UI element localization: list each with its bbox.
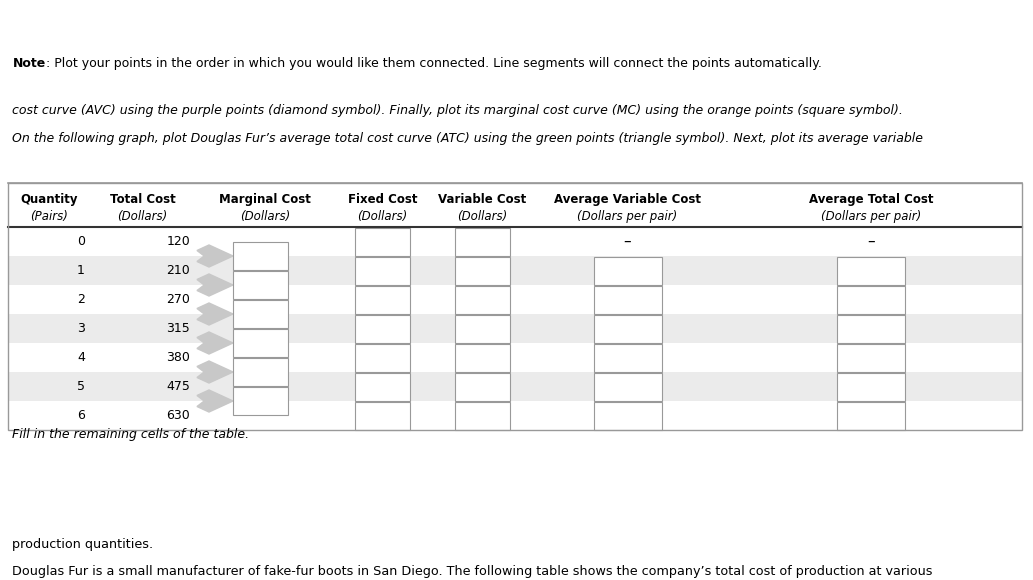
Text: Variable Cost: Variable Cost — [438, 193, 527, 206]
Text: production quantities.: production quantities. — [12, 538, 154, 551]
Text: (Dollars): (Dollars) — [118, 210, 167, 223]
Bar — [455, 401, 510, 430]
Text: 210: 210 — [166, 264, 190, 277]
Polygon shape — [197, 332, 233, 354]
Bar — [8, 401, 1022, 430]
Bar — [594, 343, 661, 372]
Text: Fixed Cost: Fixed Cost — [348, 193, 417, 206]
Text: 630: 630 — [166, 409, 190, 422]
Bar — [455, 343, 510, 372]
Bar — [594, 314, 661, 343]
Bar — [455, 285, 510, 314]
Bar — [355, 285, 410, 314]
Bar — [837, 256, 905, 285]
Bar — [8, 183, 1022, 430]
Bar — [8, 372, 1022, 401]
Bar — [232, 387, 287, 415]
Polygon shape — [197, 245, 233, 267]
Text: Douglas Fur is a small manufacturer of fake-fur boots in San Diego. The followin: Douglas Fur is a small manufacturer of f… — [12, 566, 933, 578]
Text: (Dollars): (Dollars) — [357, 210, 408, 223]
Text: cost curve (AVC) using the purple points (diamond symbol). Finally, plot its mar: cost curve (AVC) using the purple points… — [12, 104, 903, 117]
Text: 270: 270 — [166, 293, 190, 306]
Text: (Dollars per pair): (Dollars per pair) — [577, 210, 678, 223]
Bar — [455, 372, 510, 401]
Bar — [8, 285, 1022, 314]
Bar — [455, 227, 510, 256]
Bar — [455, 314, 510, 343]
Bar — [355, 401, 410, 430]
Text: 315: 315 — [166, 322, 190, 335]
Bar — [837, 285, 905, 314]
Bar — [837, 343, 905, 372]
Text: (Dollars per pair): (Dollars per pair) — [821, 210, 921, 223]
Bar — [8, 343, 1022, 372]
Bar — [8, 314, 1022, 343]
Bar — [455, 256, 510, 285]
Bar — [355, 372, 410, 401]
Bar — [8, 227, 1022, 256]
Bar — [355, 343, 410, 372]
Text: –: – — [867, 234, 875, 249]
Bar — [594, 401, 661, 430]
Text: 2: 2 — [77, 293, 85, 306]
Bar — [355, 227, 410, 256]
Text: 6: 6 — [77, 409, 85, 422]
Text: –: – — [624, 234, 631, 249]
Bar — [232, 329, 287, 357]
Bar — [837, 372, 905, 401]
Bar — [837, 401, 905, 430]
Bar — [232, 271, 287, 299]
Text: Marginal Cost: Marginal Cost — [219, 193, 311, 206]
Polygon shape — [197, 274, 233, 296]
Bar — [594, 256, 661, 285]
Polygon shape — [197, 361, 233, 383]
Text: : Plot your points in the order in which you would like them connected. Line seg: : Plot your points in the order in which… — [46, 57, 822, 70]
Text: 120: 120 — [166, 235, 190, 248]
Bar — [355, 314, 410, 343]
Text: Average Total Cost: Average Total Cost — [809, 193, 933, 206]
Text: 3: 3 — [77, 322, 85, 335]
Text: Total Cost: Total Cost — [109, 193, 176, 206]
Bar — [594, 285, 661, 314]
Text: (Dollars): (Dollars) — [458, 210, 507, 223]
Text: Average Variable Cost: Average Variable Cost — [554, 193, 701, 206]
Polygon shape — [197, 390, 233, 412]
Bar — [232, 300, 287, 328]
Text: Note: Note — [12, 57, 45, 70]
Text: (Pairs): (Pairs) — [30, 210, 68, 223]
Text: Fill in the remaining cells of the table.: Fill in the remaining cells of the table… — [12, 428, 250, 441]
Text: 4: 4 — [77, 351, 85, 364]
Bar — [232, 358, 287, 386]
Text: 5: 5 — [77, 380, 85, 393]
Text: 475: 475 — [166, 380, 190, 393]
Text: 1: 1 — [77, 264, 85, 277]
Bar — [232, 242, 287, 270]
Bar — [8, 256, 1022, 285]
Text: Quantity: Quantity — [21, 193, 77, 206]
Bar — [837, 314, 905, 343]
Text: 0: 0 — [77, 235, 85, 248]
Bar — [594, 372, 661, 401]
Bar — [355, 256, 410, 285]
Text: (Dollars): (Dollars) — [240, 210, 290, 223]
Polygon shape — [197, 303, 233, 325]
Text: On the following graph, plot Douglas Fur’s average total cost curve (ATC) using : On the following graph, plot Douglas Fur… — [12, 132, 924, 144]
Text: 380: 380 — [166, 351, 190, 364]
